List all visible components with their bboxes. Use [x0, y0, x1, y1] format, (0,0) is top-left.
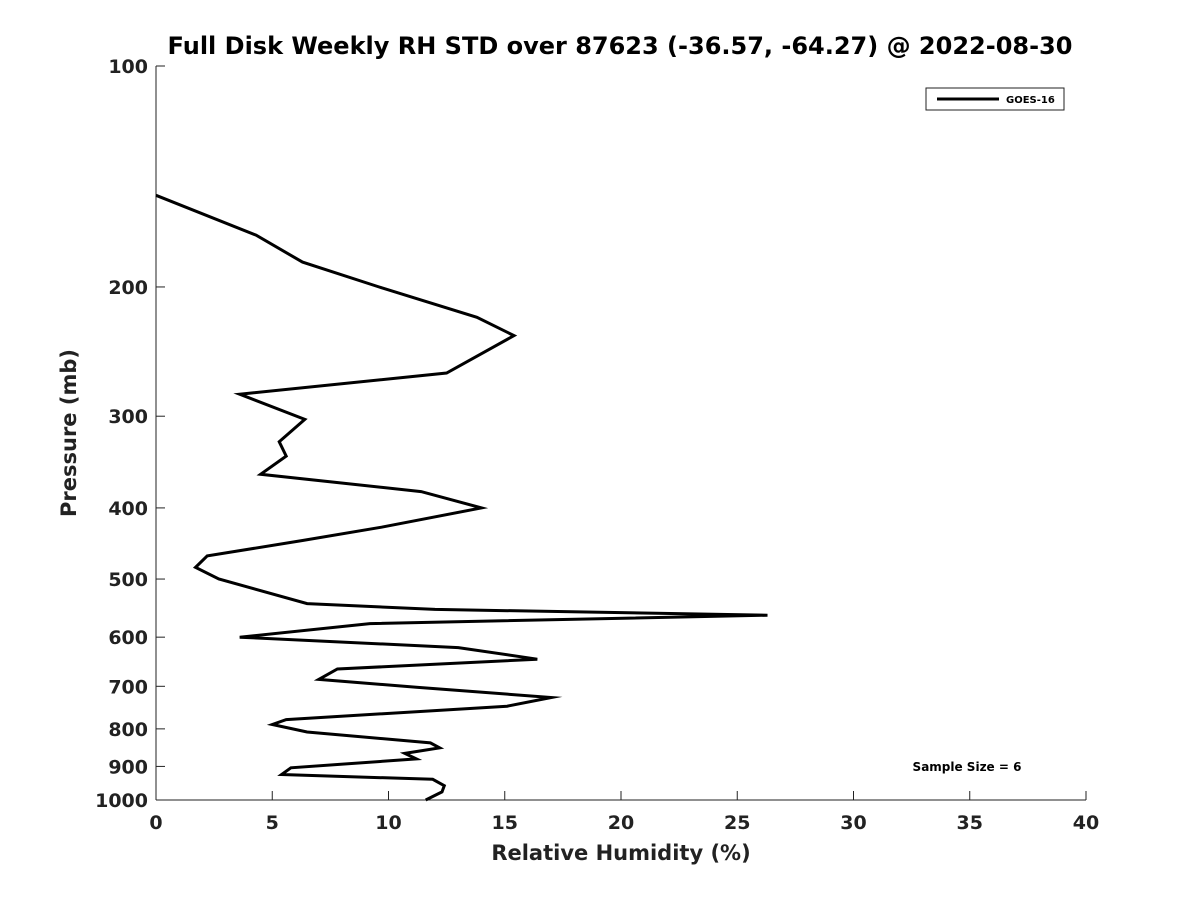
y-tick-label-1000: 1000 — [95, 790, 148, 812]
y-tick-label-100: 100 — [108, 56, 148, 78]
y-tick-label-800: 800 — [108, 719, 148, 741]
x-tick-label-15: 15 — [492, 812, 518, 834]
series-line-goes-16 — [155, 193, 768, 802]
sample-size-annotation: Sample Size = 6 — [913, 760, 1022, 774]
y-tick-label-300: 300 — [108, 406, 148, 428]
y-axis-label: Pressure (mb) — [57, 349, 81, 517]
y-tick-label-500: 500 — [108, 569, 148, 591]
y-tick-label-700: 700 — [108, 676, 148, 698]
legend: GOES-16 — [925, 87, 1065, 111]
legend-label-goes-16: GOES-16 — [1006, 95, 1055, 106]
x-tick-label-20: 20 — [608, 812, 634, 834]
x-axis-label: Relative Humidity (%) — [491, 841, 750, 865]
x-tick-label-30: 30 — [840, 812, 866, 834]
x-tick-label-0: 0 — [149, 812, 162, 834]
x-tick-label-10: 10 — [375, 812, 401, 834]
data-series — [155, 193, 768, 802]
x-tick-label-40: 40 — [1073, 812, 1099, 834]
x-tick-label-5: 5 — [266, 812, 279, 834]
y-tick-label-200: 200 — [108, 277, 148, 299]
y-axis-ticks: 100 200 300 400 500 600 700 800 900 1000 — [95, 56, 165, 812]
y-tick-label-600: 600 — [108, 627, 148, 649]
chart-title: Full Disk Weekly RH STD over 87623 (-36.… — [168, 32, 1073, 60]
x-axis-ticks: 0 5 10 15 20 25 30 35 40 — [149, 791, 1099, 834]
x-tick-label-25: 25 — [724, 812, 750, 834]
x-tick-label-35: 35 — [957, 812, 983, 834]
y-tick-label-900: 900 — [108, 756, 148, 778]
y-tick-label-400: 400 — [108, 498, 148, 520]
